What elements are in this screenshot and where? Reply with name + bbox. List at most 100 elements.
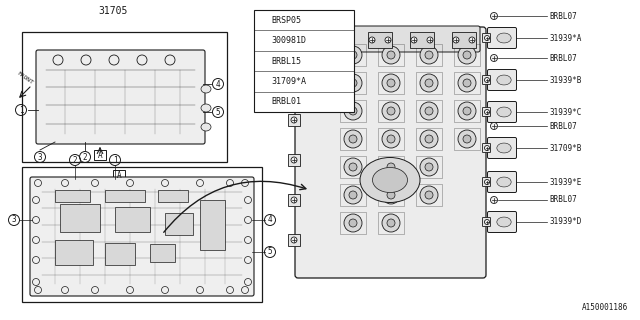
Text: 300981D: 300981D xyxy=(271,36,306,45)
Text: BRBL07: BRBL07 xyxy=(549,53,577,62)
Bar xyxy=(60,204,100,232)
Circle shape xyxy=(425,107,433,115)
Bar xyxy=(454,44,480,66)
Bar xyxy=(410,32,434,48)
Text: FRONT: FRONT xyxy=(16,71,34,85)
Circle shape xyxy=(453,37,459,43)
Circle shape xyxy=(344,102,362,120)
Bar xyxy=(416,44,442,66)
Circle shape xyxy=(387,51,395,59)
Bar xyxy=(150,244,175,262)
Circle shape xyxy=(291,197,297,203)
Text: BRBL07: BRBL07 xyxy=(549,12,577,20)
Text: 31939*D: 31939*D xyxy=(549,218,581,227)
Circle shape xyxy=(387,191,395,199)
Ellipse shape xyxy=(497,33,511,43)
Circle shape xyxy=(484,109,490,115)
Bar xyxy=(454,128,480,150)
Bar xyxy=(158,190,188,202)
Text: 2: 2 xyxy=(73,156,77,164)
Bar xyxy=(288,234,300,246)
Ellipse shape xyxy=(360,157,420,203)
Text: 5: 5 xyxy=(261,99,265,105)
Circle shape xyxy=(387,79,395,87)
Bar xyxy=(105,243,135,265)
Bar xyxy=(454,100,480,122)
FancyBboxPatch shape xyxy=(483,34,490,43)
Bar xyxy=(113,170,125,180)
Circle shape xyxy=(490,123,497,130)
Text: 1: 1 xyxy=(261,17,265,23)
Circle shape xyxy=(349,107,357,115)
Bar xyxy=(416,72,442,94)
Circle shape xyxy=(484,146,490,150)
Circle shape xyxy=(349,163,357,171)
Circle shape xyxy=(484,220,490,225)
Ellipse shape xyxy=(497,107,511,117)
Text: 31709*B: 31709*B xyxy=(549,143,581,153)
Text: 31939*B: 31939*B xyxy=(549,76,581,84)
Bar xyxy=(288,194,300,206)
Text: A150001186: A150001186 xyxy=(582,303,628,312)
Circle shape xyxy=(382,186,400,204)
Bar xyxy=(340,212,366,234)
Circle shape xyxy=(420,158,438,176)
Circle shape xyxy=(387,135,395,143)
Text: 4: 4 xyxy=(261,78,265,84)
Bar xyxy=(340,156,366,178)
Circle shape xyxy=(387,163,395,171)
Circle shape xyxy=(469,37,475,43)
Circle shape xyxy=(291,117,297,123)
Text: BRBL07: BRBL07 xyxy=(549,122,577,131)
Bar xyxy=(340,72,366,94)
FancyBboxPatch shape xyxy=(30,177,254,296)
Text: 31939*A: 31939*A xyxy=(549,34,581,43)
Circle shape xyxy=(382,158,400,176)
Bar xyxy=(378,128,404,150)
Bar xyxy=(368,32,392,48)
FancyBboxPatch shape xyxy=(488,138,516,158)
FancyBboxPatch shape xyxy=(488,172,516,193)
Bar xyxy=(340,100,366,122)
FancyBboxPatch shape xyxy=(488,212,516,233)
Bar xyxy=(288,74,300,86)
Circle shape xyxy=(484,77,490,83)
Text: 5: 5 xyxy=(216,108,220,116)
Bar xyxy=(254,10,354,112)
Ellipse shape xyxy=(201,123,211,131)
Bar xyxy=(378,156,404,178)
Circle shape xyxy=(458,102,476,120)
Circle shape xyxy=(490,54,497,61)
Circle shape xyxy=(387,107,395,115)
Bar xyxy=(416,128,442,150)
Text: BRSP05: BRSP05 xyxy=(271,16,301,25)
Text: BRBL15: BRBL15 xyxy=(271,57,301,66)
Bar xyxy=(416,156,442,178)
Circle shape xyxy=(382,130,400,148)
Bar xyxy=(288,154,300,166)
Circle shape xyxy=(463,79,471,87)
Circle shape xyxy=(420,46,438,64)
Circle shape xyxy=(425,51,433,59)
Bar xyxy=(55,240,93,265)
Circle shape xyxy=(349,79,357,87)
FancyBboxPatch shape xyxy=(295,27,486,278)
Bar xyxy=(378,100,404,122)
Text: 1: 1 xyxy=(113,156,117,164)
Circle shape xyxy=(382,46,400,64)
FancyBboxPatch shape xyxy=(483,108,490,116)
Text: 31939*C: 31939*C xyxy=(549,108,581,116)
Text: 31709*A: 31709*A xyxy=(271,77,306,86)
Bar xyxy=(115,207,150,232)
Circle shape xyxy=(490,12,497,20)
Circle shape xyxy=(349,219,357,227)
Circle shape xyxy=(425,163,433,171)
Circle shape xyxy=(420,74,438,92)
Bar xyxy=(378,44,404,66)
Circle shape xyxy=(484,180,490,185)
Circle shape xyxy=(291,237,297,243)
Circle shape xyxy=(490,196,497,204)
Ellipse shape xyxy=(201,104,211,112)
Circle shape xyxy=(344,46,362,64)
Circle shape xyxy=(420,130,438,148)
